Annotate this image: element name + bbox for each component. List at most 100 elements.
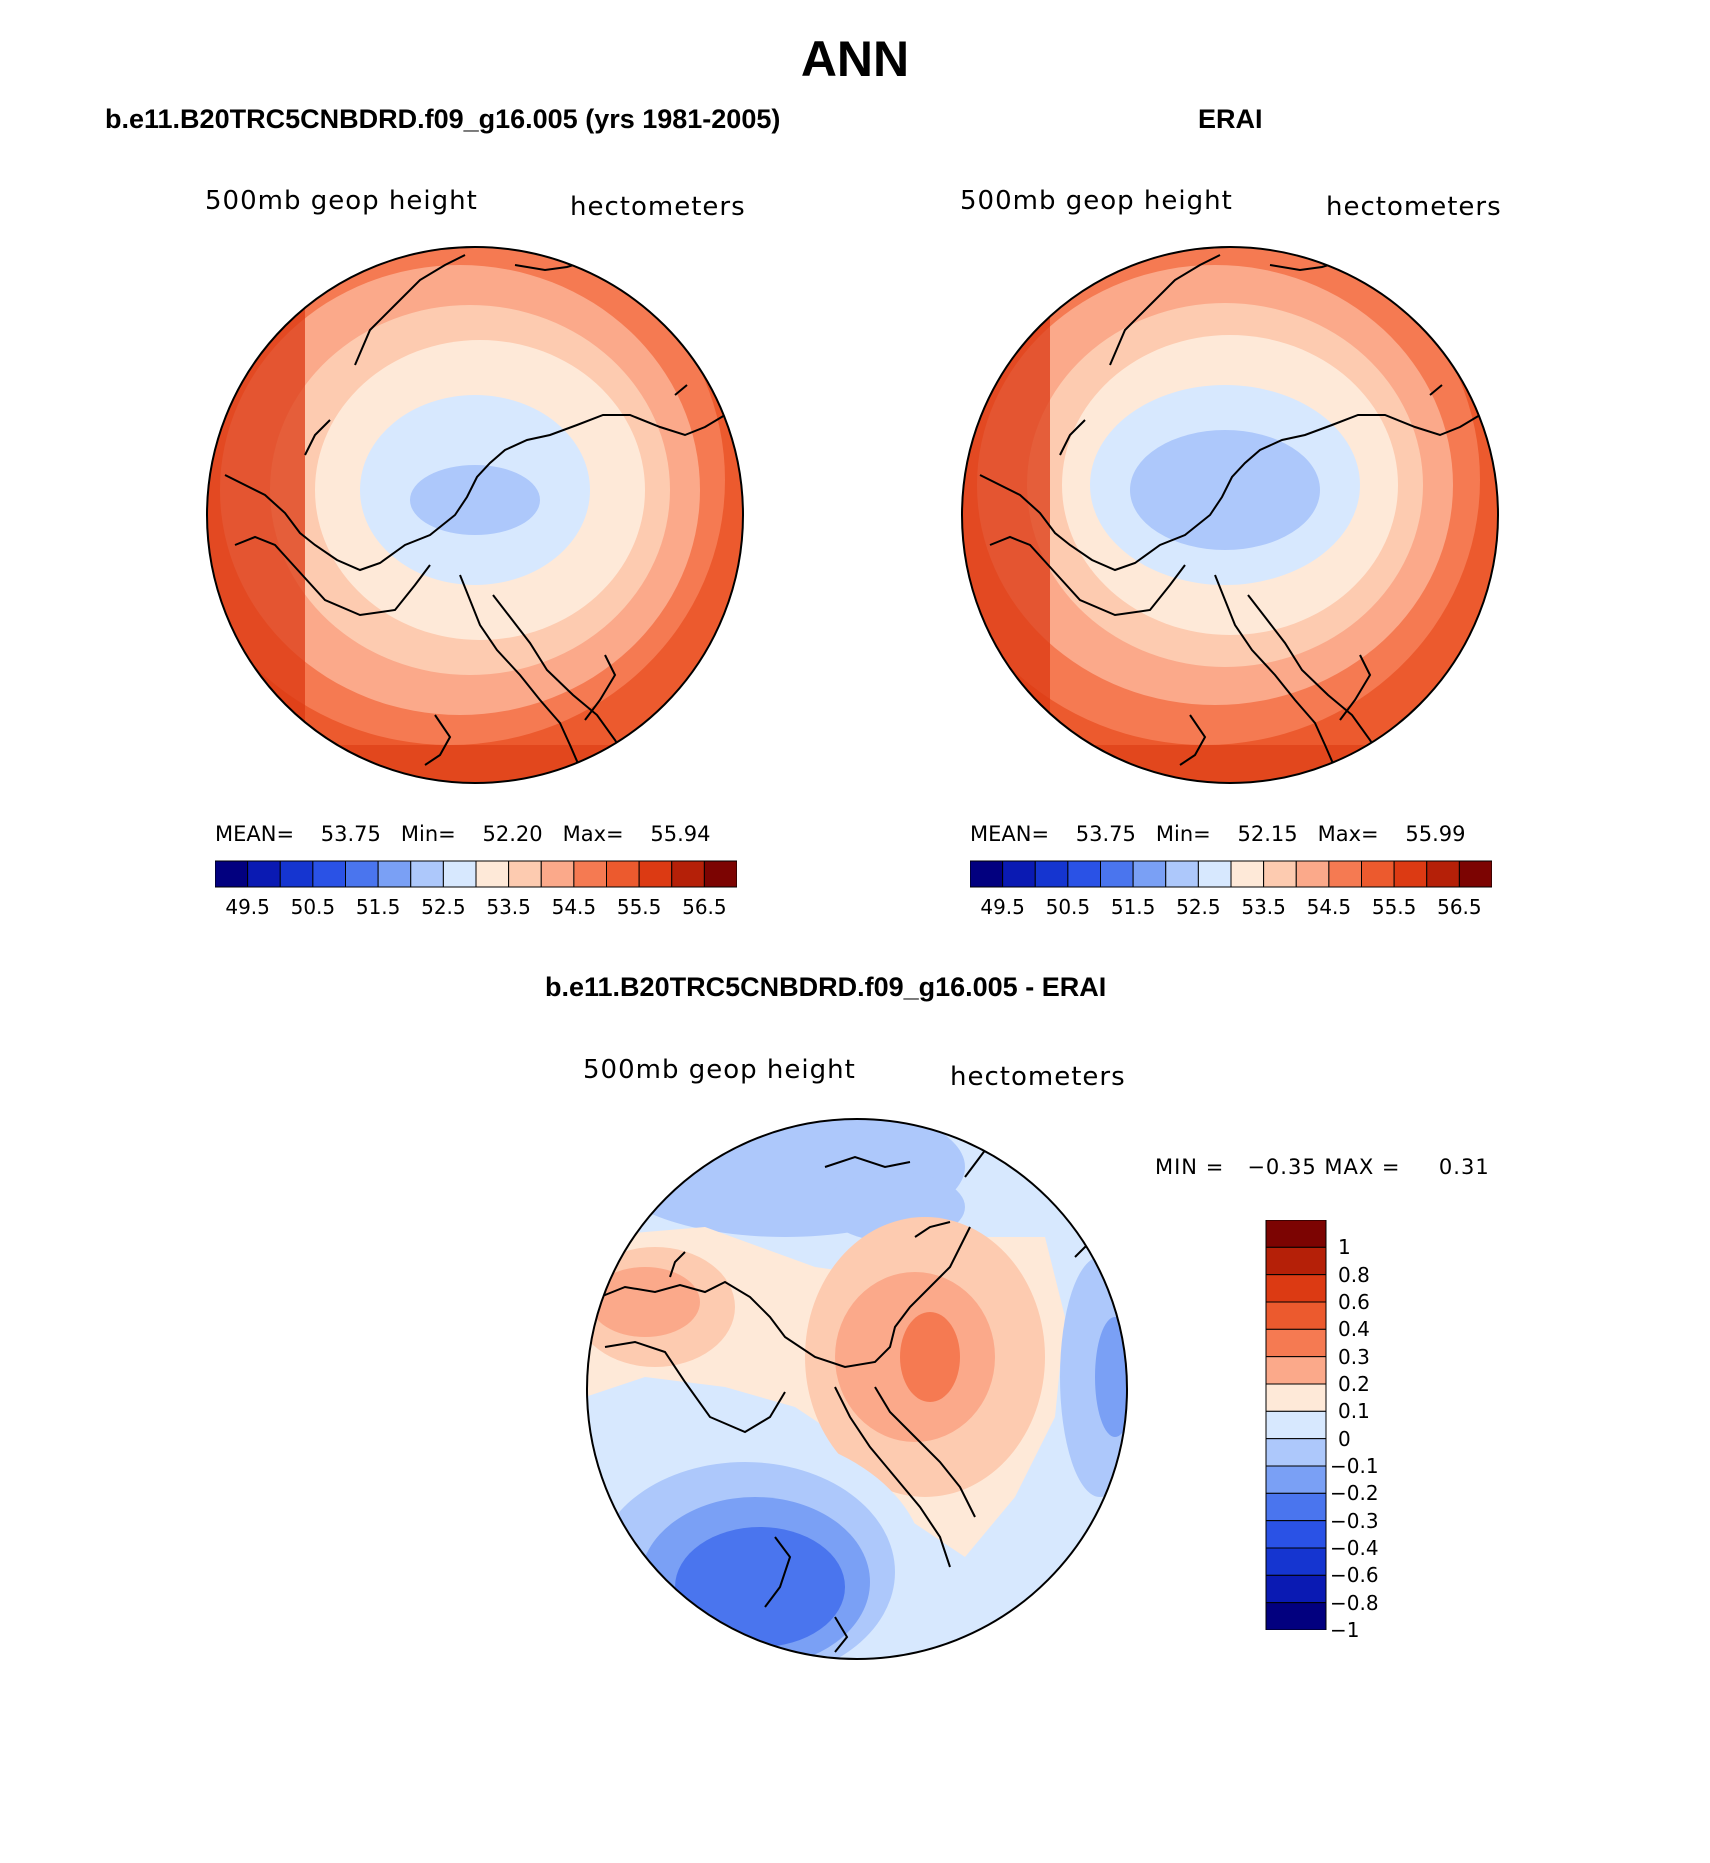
panel-2-stats: MEAN= 53.75 Min= 52.15 Max= 55.99 bbox=[970, 822, 1466, 846]
panel-3-variable-label: 500mb geop height bbox=[583, 1055, 856, 1085]
colorbar-tick-label: 0.1 bbox=[1338, 1399, 1370, 1424]
colorbar-swatch bbox=[970, 860, 1004, 888]
colorbar-tick-label: −0.8 bbox=[1330, 1590, 1379, 1615]
colorbar-swatch bbox=[540, 860, 575, 888]
colorbar-swatch bbox=[1426, 860, 1460, 888]
colorbar-swatch bbox=[1265, 1492, 1327, 1522]
colorbar-tick-label: 1 bbox=[1338, 1235, 1351, 1260]
colorbar-swatch bbox=[1265, 1602, 1327, 1630]
colorbar-tick-label: −0.2 bbox=[1330, 1481, 1379, 1506]
panel-2-colorbar-labels: 49.5 50.5 51.5 52.5 53.5 54.5 55.5 56.5 bbox=[970, 895, 1492, 921]
panel-1-polar-map bbox=[206, 246, 744, 784]
panel-1-title: b.e11.B20TRC5CNBDRD.f09_g16.005 (yrs 198… bbox=[105, 104, 781, 134]
colorbar-tick-label: −0.4 bbox=[1330, 1536, 1379, 1560]
colorbar-tick-label: −0.1 bbox=[1330, 1454, 1379, 1478]
colorbar-swatch bbox=[638, 860, 673, 888]
colorbar-tick-label: 54.5 bbox=[551, 895, 597, 919]
colorbar-tick-label: −1 bbox=[1330, 1618, 1360, 1642]
colorbar-swatch bbox=[1328, 860, 1362, 888]
colorbar-swatch bbox=[1265, 1383, 1327, 1412]
colorbar-swatch bbox=[1197, 860, 1232, 888]
colorbar-tick-label: 52.5 bbox=[421, 895, 466, 919]
colorbar-swatch bbox=[606, 860, 640, 888]
colorbar-swatch bbox=[312, 860, 346, 888]
panel-3-colorbar bbox=[1265, 1220, 1327, 1630]
colorbar-swatch bbox=[1361, 860, 1395, 888]
panel-2-title: ERAI bbox=[1198, 104, 1263, 134]
colorbar-swatch bbox=[1265, 1274, 1327, 1303]
panel-1-variable-label: 500mb geop height bbox=[205, 186, 478, 216]
colorbar-swatch bbox=[1265, 1410, 1327, 1440]
colorbar-tick-label: 51.5 bbox=[1110, 895, 1156, 919]
panel-3-polar-map bbox=[586, 1118, 1128, 1660]
colorbar-tick-label: 0.2 bbox=[1338, 1372, 1370, 1396]
colorbar-tick-label: −0.3 bbox=[1330, 1508, 1379, 1533]
colorbar-tick-label: 53.5 bbox=[486, 895, 531, 919]
colorbar-tick-label: 55.5 bbox=[1371, 895, 1417, 919]
colorbar-swatch bbox=[475, 860, 510, 888]
colorbar-swatch bbox=[247, 860, 281, 888]
colorbar-swatch bbox=[1034, 860, 1069, 888]
colorbar-swatch bbox=[1265, 1220, 1327, 1248]
colorbar-swatch bbox=[1265, 1547, 1327, 1576]
colorbar-swatch bbox=[1100, 860, 1134, 888]
colorbar-tick-label: 0.3 bbox=[1338, 1344, 1370, 1369]
colorbar-swatch bbox=[1263, 860, 1297, 888]
colorbar-swatch bbox=[1165, 860, 1199, 888]
colorbar-swatch bbox=[1067, 860, 1101, 888]
colorbar-swatch bbox=[703, 860, 737, 888]
colorbar-tick-label: 55.5 bbox=[616, 895, 662, 919]
colorbar-tick-label: 56.5 bbox=[682, 895, 727, 919]
colorbar-tick-label: 0.6 bbox=[1338, 1290, 1370, 1314]
colorbar-tick-label: 49.5 bbox=[225, 895, 270, 919]
colorbar-tick-label: 0.4 bbox=[1338, 1317, 1370, 1342]
panel-1-colorbar bbox=[215, 860, 737, 888]
figure-title: ANN bbox=[800, 31, 910, 87]
colorbar-swatch bbox=[1230, 860, 1265, 888]
colorbar-tick-label: 56.5 bbox=[1437, 895, 1482, 919]
colorbar-swatch bbox=[1265, 1246, 1327, 1276]
colorbar-swatch bbox=[1265, 1520, 1327, 1549]
colorbar-swatch bbox=[1265, 1574, 1327, 1604]
panel-3-colorbar-labels: 1 0.8 0.6 0.4 0.3 0.2 0.1 0 −0.1 −0.2 −0.3 −0.4 −0.6… bbox=[1330, 1220, 1438, 1642]
panel-2-colorbar bbox=[970, 860, 1492, 888]
colorbar-swatch bbox=[508, 860, 542, 888]
colorbar-swatch bbox=[1132, 860, 1167, 888]
colorbar-swatch bbox=[573, 860, 607, 888]
colorbar-tick-label: 53.5 bbox=[1241, 895, 1286, 919]
colorbar-tick-label: 50.5 bbox=[290, 895, 336, 919]
colorbar-tick-label: 51.5 bbox=[355, 895, 401, 919]
colorbar-swatch bbox=[1393, 860, 1428, 888]
colorbar-swatch bbox=[410, 860, 444, 888]
colorbar-swatch bbox=[345, 860, 379, 888]
panel-1-units-label: hectometers bbox=[570, 192, 746, 222]
colorbar-swatch bbox=[1265, 1356, 1327, 1385]
colorbar-swatch bbox=[671, 860, 705, 888]
colorbar-swatch bbox=[377, 860, 412, 888]
panel-3-title: b.e11.B20TRC5CNBDRD.f09_g16.005 - ERAI bbox=[545, 972, 1107, 1002]
colorbar-swatch bbox=[1002, 860, 1036, 888]
colorbar-tick-label: 0.8 bbox=[1338, 1262, 1370, 1287]
colorbar-swatch bbox=[1265, 1328, 1327, 1358]
colorbar-swatch bbox=[1265, 1301, 1327, 1330]
panel-2-units-label: hectometers bbox=[1326, 192, 1502, 222]
panel-3-minmax: MIN = −0.35 MAX = 0.31 bbox=[1155, 1155, 1490, 1179]
panel-3-units-label: hectometers bbox=[950, 1062, 1126, 1092]
colorbar-tick-label: 0 bbox=[1338, 1426, 1351, 1451]
colorbar-swatch bbox=[442, 860, 477, 888]
colorbar-swatch bbox=[1265, 1465, 1327, 1494]
colorbar-tick-label: 54.5 bbox=[1306, 895, 1352, 919]
colorbar-tick-label: −0.6 bbox=[1330, 1563, 1379, 1588]
panel-2-polar-map bbox=[961, 246, 1499, 784]
colorbar-swatch bbox=[279, 860, 314, 888]
colorbar-swatch bbox=[1265, 1438, 1327, 1467]
colorbar-tick-label: 50.5 bbox=[1045, 895, 1091, 919]
colorbar-swatch bbox=[1295, 860, 1330, 888]
colorbar-tick-label: 52.5 bbox=[1176, 895, 1221, 919]
panel-1-colorbar-labels: 49.5 50.5 51.5 52.5 53.5 54.5 55.5 56.5 bbox=[215, 895, 737, 921]
panel-2-variable-label: 500mb geop height bbox=[960, 186, 1233, 216]
colorbar-tick-label: 49.5 bbox=[980, 895, 1025, 919]
colorbar-swatch bbox=[215, 860, 249, 888]
colorbar-swatch bbox=[1458, 860, 1492, 888]
panel-1-stats: MEAN= 53.75 Min= 52.20 Max= 55.94 bbox=[215, 822, 711, 846]
